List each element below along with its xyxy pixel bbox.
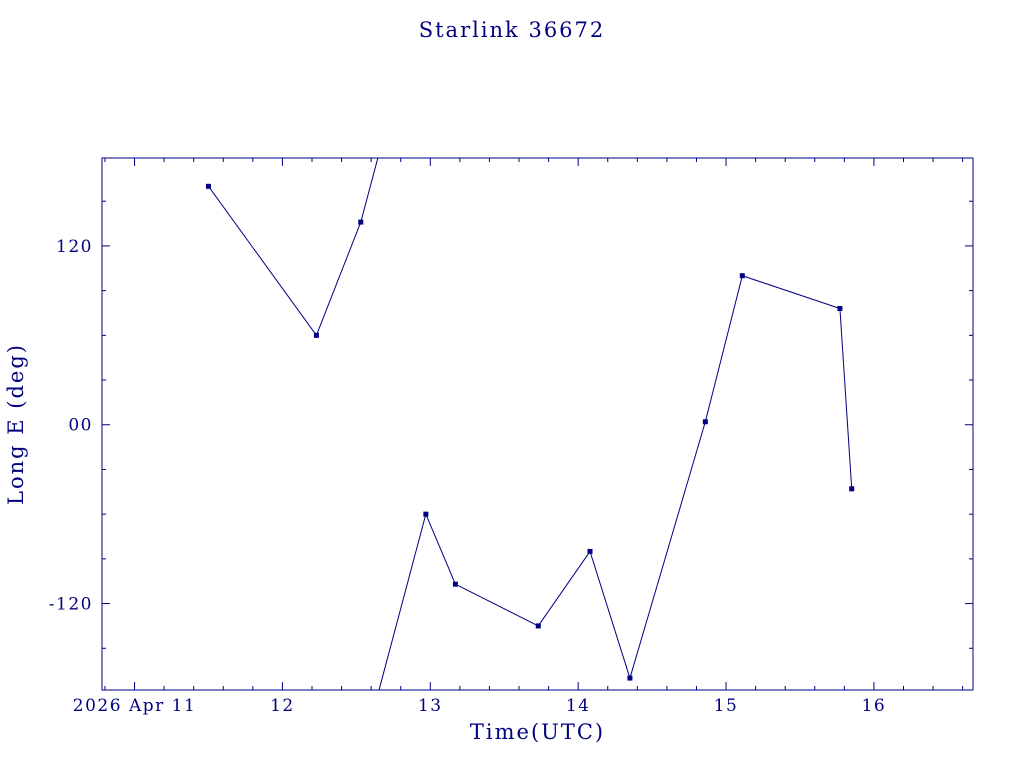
series-segment (589, 551, 631, 679)
x-axis-label: Time(UTC) (469, 720, 606, 744)
series-segment (537, 551, 591, 627)
series-segment (455, 583, 539, 627)
x-tick-label: 13 (418, 696, 443, 716)
x-tick-label: 2026 Apr 11 (73, 696, 197, 716)
data-point-marker (849, 486, 855, 492)
series-segment (208, 186, 317, 336)
x-tick-label: 14 (566, 696, 591, 716)
y-tick-label: 00 (68, 416, 93, 436)
y-tick-label: 120 (56, 237, 93, 257)
x-tick-label: 12 (270, 696, 295, 716)
series-segment (360, 158, 379, 223)
data-point-marker (313, 332, 319, 338)
y-tick-label: -120 (49, 595, 93, 615)
data-point-marker (837, 306, 843, 312)
data-point-marker (205, 183, 211, 189)
y-axis-label: Long E (deg) (4, 343, 28, 505)
data-point-marker (587, 548, 593, 554)
series-segment (839, 308, 853, 489)
series-segment (378, 514, 427, 690)
data-point-marker (702, 419, 708, 425)
data-point-marker (535, 623, 541, 629)
data-point-marker (423, 511, 429, 517)
data-point-marker (739, 273, 745, 279)
plot-frame (101, 157, 974, 691)
series-segment (315, 221, 362, 336)
series-segment (742, 275, 841, 309)
data-point-marker (627, 675, 633, 681)
series-segment (704, 275, 743, 422)
x-tick-label: 15 (714, 696, 739, 716)
data-series (205, 158, 855, 690)
chart-title: Starlink 36672 (418, 18, 606, 42)
data-point-marker (358, 219, 364, 225)
series-segment (425, 513, 456, 585)
series-segment (629, 421, 706, 679)
data-point-marker (452, 581, 458, 587)
x-tick-label: 16 (862, 696, 887, 716)
